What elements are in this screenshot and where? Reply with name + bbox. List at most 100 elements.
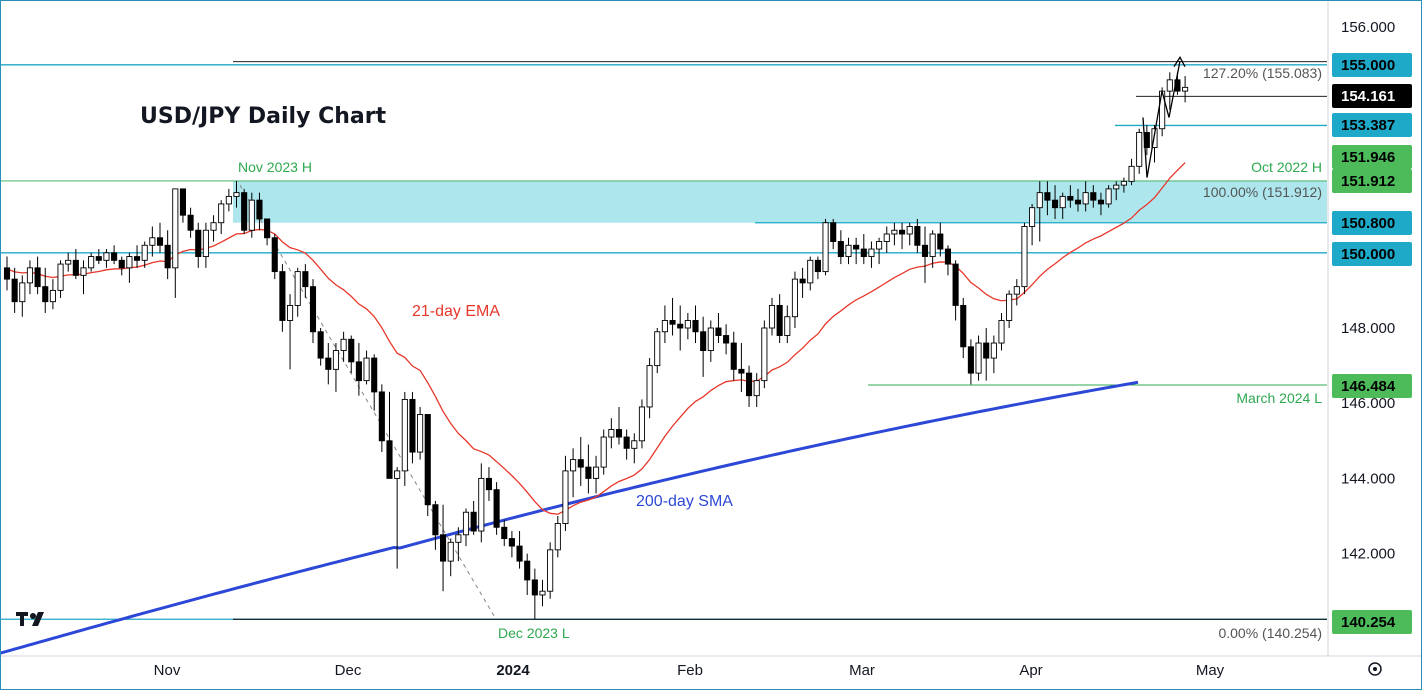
x-tick-label: 2024 — [496, 662, 530, 679]
candle — [332, 343, 340, 392]
march-low-label: March 2024 L — [1236, 390, 1322, 406]
x-axis: Nov Dec 2024 Feb Mar Apr May — [154, 662, 1225, 679]
candle — [1044, 181, 1051, 216]
candle — [80, 260, 87, 295]
candle — [493, 482, 500, 535]
candle — [485, 467, 493, 501]
candle — [440, 504, 447, 592]
candle — [1029, 203, 1036, 246]
candle — [593, 455, 600, 494]
candle — [684, 312, 691, 340]
x-tick-label: Apr — [1019, 662, 1042, 679]
candle — [585, 444, 592, 494]
candle — [807, 256, 814, 291]
candle — [88, 252, 95, 272]
price-badge: 151.946 — [1332, 145, 1412, 169]
candle — [19, 275, 26, 317]
candle — [218, 200, 225, 234]
candle — [195, 222, 202, 268]
candle — [202, 222, 209, 268]
candle — [1182, 76, 1189, 103]
chart-title: USD/JPY Daily Chart — [140, 104, 387, 129]
price-badge: 150.800 — [1332, 211, 1412, 235]
candle — [830, 218, 837, 250]
candle — [478, 463, 485, 543]
tradingview-logo-icon — [16, 612, 44, 626]
candle — [141, 241, 148, 268]
candle — [287, 294, 294, 370]
candle — [1059, 192, 1066, 219]
candle — [447, 538, 454, 577]
candle — [233, 180, 240, 208]
svg-text:146.484: 146.484 — [1341, 378, 1396, 395]
candle — [1006, 290, 1013, 328]
candle — [241, 188, 248, 234]
candle — [49, 279, 56, 310]
candle — [72, 249, 79, 280]
candle — [707, 320, 714, 362]
candle — [1036, 181, 1043, 242]
candle — [462, 508, 470, 547]
candle — [325, 343, 332, 385]
candle — [401, 391, 408, 486]
y-tick-label: 142.000 — [1341, 546, 1395, 563]
candle — [363, 350, 370, 385]
candle — [654, 328, 661, 374]
y-tick-label: 144.000 — [1341, 470, 1395, 487]
candle — [975, 335, 982, 381]
candle — [967, 339, 974, 385]
candle — [814, 256, 821, 280]
candle — [57, 260, 64, 298]
svg-text:154.161: 154.161 — [1341, 88, 1395, 105]
candle — [998, 312, 1005, 351]
candle — [264, 218, 271, 246]
projection-arrowhead — [1173, 55, 1186, 68]
candle — [409, 391, 416, 464]
candle — [394, 467, 401, 569]
candle — [692, 305, 699, 344]
candle — [623, 429, 630, 460]
svg-text:151.946: 151.946 — [1341, 149, 1395, 166]
candle — [921, 226, 929, 283]
candle — [1105, 185, 1112, 208]
candle — [386, 391, 393, 479]
candle — [371, 354, 378, 411]
candle — [187, 207, 194, 238]
candle — [248, 192, 255, 238]
candle — [539, 579, 546, 607]
x-tick-label: Dec — [335, 662, 362, 679]
candle — [26, 260, 34, 295]
candle — [929, 230, 936, 268]
candle — [317, 328, 324, 366]
candle — [1051, 185, 1059, 219]
candle — [65, 252, 72, 272]
candle — [516, 531, 523, 569]
candle — [1082, 181, 1089, 212]
y-tick-label: 148.000 — [1341, 320, 1395, 337]
candle — [256, 192, 263, 231]
candle — [944, 245, 951, 276]
svg-text:150.000: 150.000 — [1341, 246, 1395, 263]
candle — [1136, 128, 1143, 174]
candle — [355, 343, 362, 396]
projection-path — [1142, 60, 1181, 178]
x-tick-label: Nov — [154, 662, 181, 679]
candle — [3, 256, 11, 291]
candle — [470, 500, 477, 535]
candle — [677, 305, 684, 351]
candle — [424, 414, 431, 516]
candle — [891, 222, 898, 246]
settings-icon[interactable] — [1368, 662, 1382, 676]
candle — [845, 237, 852, 265]
y-tick-label: 146.000 — [1341, 395, 1395, 412]
price-badge: 150.000 — [1332, 242, 1412, 266]
candle — [837, 230, 844, 265]
candle — [501, 519, 508, 547]
price-badges: 155.000 154.161 153.387 151.946 151.912 150.8… — [1332, 53, 1412, 634]
resistance-zone — [233, 180, 1327, 223]
svg-text:151.912: 151.912 — [1341, 173, 1395, 190]
svg-text:153.387: 153.387 — [1341, 117, 1395, 134]
ema-label: 21-day EMA — [412, 303, 500, 320]
candle — [608, 418, 615, 449]
candle — [937, 222, 944, 257]
